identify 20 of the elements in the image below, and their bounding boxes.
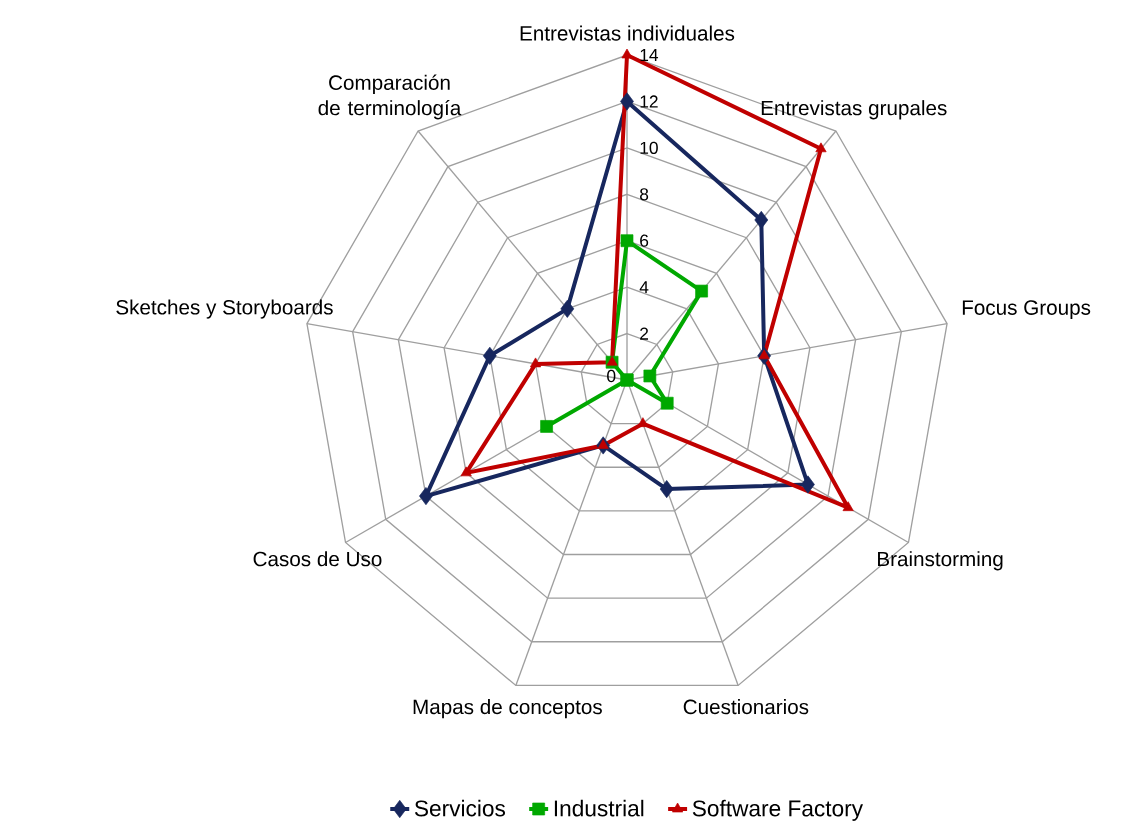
y-tick-label: 8 xyxy=(640,188,649,201)
y-tick-label: 10 xyxy=(640,141,658,154)
y-tick-label: 14 xyxy=(640,49,659,61)
spoke-label: Cuestionarios xyxy=(683,699,809,715)
spoke-label: Focus Groups xyxy=(962,300,1091,319)
spoke-label: Comparación de terminología xyxy=(318,74,462,120)
spoke-label: Sketches y Storyboards xyxy=(116,299,333,319)
legend-label: Industrial xyxy=(554,799,644,817)
legend-label: Software Factory xyxy=(692,799,863,821)
y-tick-label: 4 xyxy=(639,281,649,294)
y-tick-label: 0 xyxy=(607,369,616,383)
spoke-label: Entrevistas individuales xyxy=(520,25,735,41)
y-tick-label: 12 xyxy=(640,95,658,108)
spoke-label: Brainstorming xyxy=(878,551,1003,571)
legend-label: Servicios xyxy=(414,799,506,817)
spoke-label: Mapas de conceptos xyxy=(413,699,602,719)
spoke-label: Entrevistas grupales xyxy=(761,100,947,120)
y-tick-label: 2 xyxy=(640,327,649,340)
y-tick-label: 6 xyxy=(640,234,649,247)
spoke-label: Casos de Uso xyxy=(253,551,382,567)
